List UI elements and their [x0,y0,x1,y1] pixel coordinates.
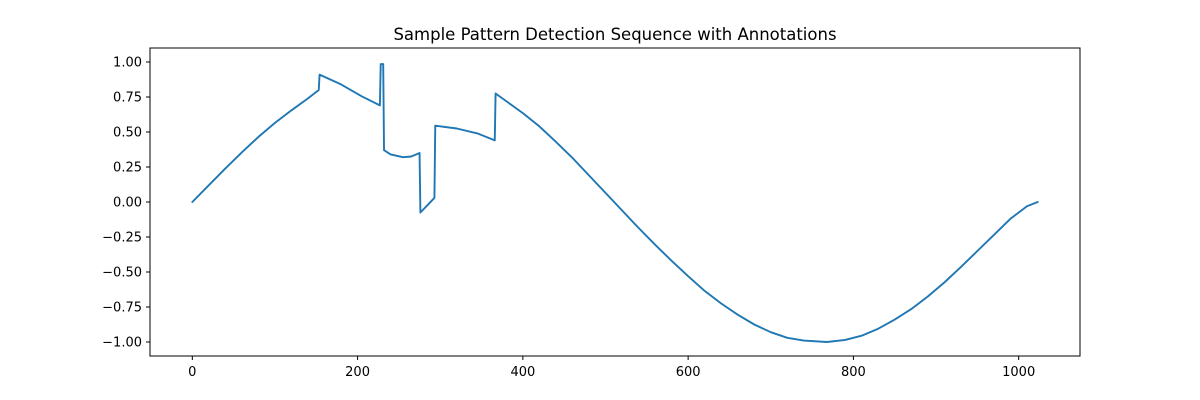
y-tick-label: 0.00 [113,196,142,211]
x-tick-label: 1000 [1002,365,1035,380]
x-tick-label: 200 [345,365,370,380]
chart-title: Sample Pattern Detection Sequence with A… [393,25,836,44]
y-tick-label: −0.25 [102,231,142,246]
y-tick-label: −0.50 [102,266,142,281]
x-tick-label: 0 [188,365,196,380]
x-tick-label: 800 [841,365,866,380]
series-line [191,63,1039,343]
x-tick-label: 600 [676,365,701,380]
axis-ticks: 0 200 400 600 800 1000 1.00 0.75 0.50 0.25 0.00 −0.… [102,56,1035,381]
y-tick-label: 0.75 [113,91,142,106]
y-tick-label: −1.00 [102,336,142,351]
plot-frame [149,47,1081,357]
y-tick-label: 1.00 [113,56,142,71]
y-tick-label: 0.25 [113,161,142,176]
x-tick-label: 400 [510,365,535,380]
y-tick-label: −0.75 [102,301,142,316]
y-tick-label: 0.50 [113,126,142,141]
